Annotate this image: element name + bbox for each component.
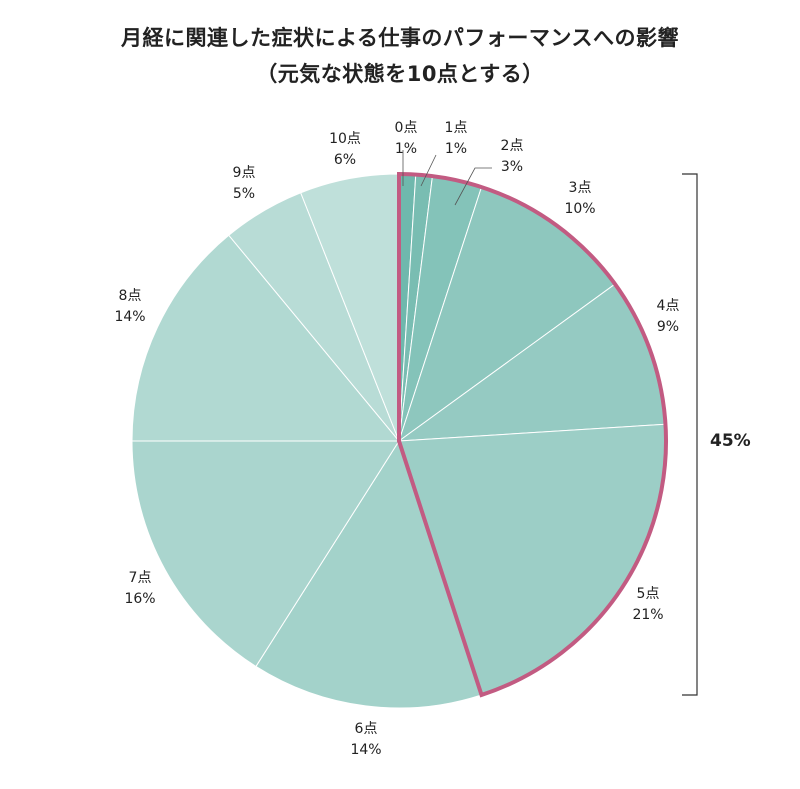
slice-label-3: 3点: [569, 180, 592, 196]
slice-value-label-1: 1%: [445, 141, 467, 157]
slice-value-label-5: 21%: [632, 607, 663, 623]
pie-slice-7: [131, 440, 400, 668]
slice-label-9: 9点: [233, 165, 256, 181]
slice-value-label-6: 14%: [350, 742, 381, 758]
slice-label-7: 7点: [129, 570, 152, 586]
slice-label-10: 10点: [329, 131, 361, 147]
slice-label-5: 5点: [637, 586, 660, 602]
chart-title-line2: （元気な状態を10点とする）: [256, 62, 544, 86]
slice-value-label-9: 5%: [233, 186, 255, 202]
pie-slices: [131, 173, 667, 709]
slice-label-1: 1点: [445, 120, 468, 136]
highlight-bracket: 45%: [682, 173, 751, 696]
highlight-outline: [397, 171, 668, 698]
slice-label-0: 0点: [395, 120, 418, 136]
slice-value-label-3: 10%: [564, 201, 595, 217]
highlight-total-label: 45%: [710, 431, 751, 451]
slice-value-label-8: 14%: [114, 309, 145, 325]
leader-lines: [402, 150, 492, 206]
pie-slice-8: [131, 234, 401, 442]
slice-label-2: 2点: [501, 138, 524, 154]
slice-value-label-2: 3%: [501, 159, 523, 175]
slice-value-label-4: 9%: [657, 319, 679, 335]
slice-label-6: 6点: [355, 721, 378, 737]
highlight-outline-path: [397, 171, 668, 698]
slice-value-label-10: 6%: [334, 152, 356, 168]
bracket-line: [682, 173, 698, 696]
slice-labels: 0点 1% 1点 1% 2点 3% 3点 10% 4点 9% 5点 21% 6点 14% 7点 16% 8点 14…: [114, 120, 679, 758]
chart-title-line1: 月経に関連した症状による仕事のパフォーマンスへの影響: [121, 26, 679, 50]
leader-line-1: [420, 154, 437, 187]
slice-value-label-0: 1%: [395, 141, 417, 157]
slice-label-8: 8点: [119, 288, 142, 304]
leader-line-2: [454, 167, 492, 206]
slice-value-label-7: 16%: [124, 591, 155, 607]
slice-label-4: 4点: [657, 298, 680, 314]
pie-slice-6: [255, 439, 483, 709]
